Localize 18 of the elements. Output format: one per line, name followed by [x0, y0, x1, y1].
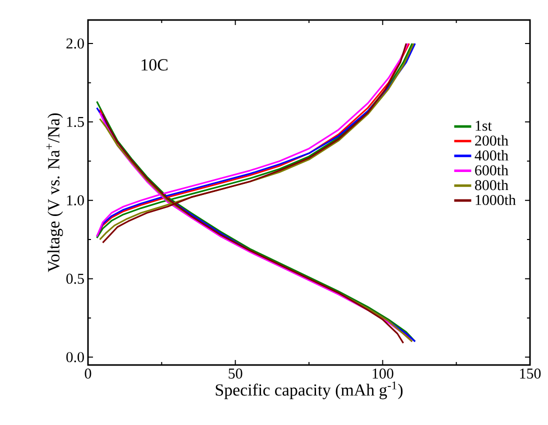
legend-label: 1000th	[476, 194, 516, 206]
y-axis-title: Voltage (V vs. Na$^{+}$/Na)	[46, 113, 63, 272]
y-tick-label: 2.0	[66, 38, 84, 49]
legend-label: 800th	[475, 180, 508, 190]
annotation: 10C	[142, 59, 168, 71]
x-tick-label: 100	[372, 368, 394, 379]
x-tick-label: 0	[84, 368, 92, 379]
x-axis-title: Specific capacity (mAh g$^{-1}$)	[216, 381, 403, 400]
y-tick-label: 0.5	[66, 274, 84, 284]
legend-label: 1st	[476, 120, 492, 131]
legend-label: 200th	[475, 135, 508, 146]
y-tick-label: 1.5	[67, 116, 84, 127]
x-tick-label: 50	[228, 368, 242, 379]
y-tick-label: 0.0	[66, 352, 84, 362]
legend-label: 600th	[475, 164, 508, 176]
legend-label: 400th	[474, 150, 508, 160]
x-tick-label: 150	[520, 368, 541, 379]
y-tick-label: 1.0	[67, 195, 84, 206]
